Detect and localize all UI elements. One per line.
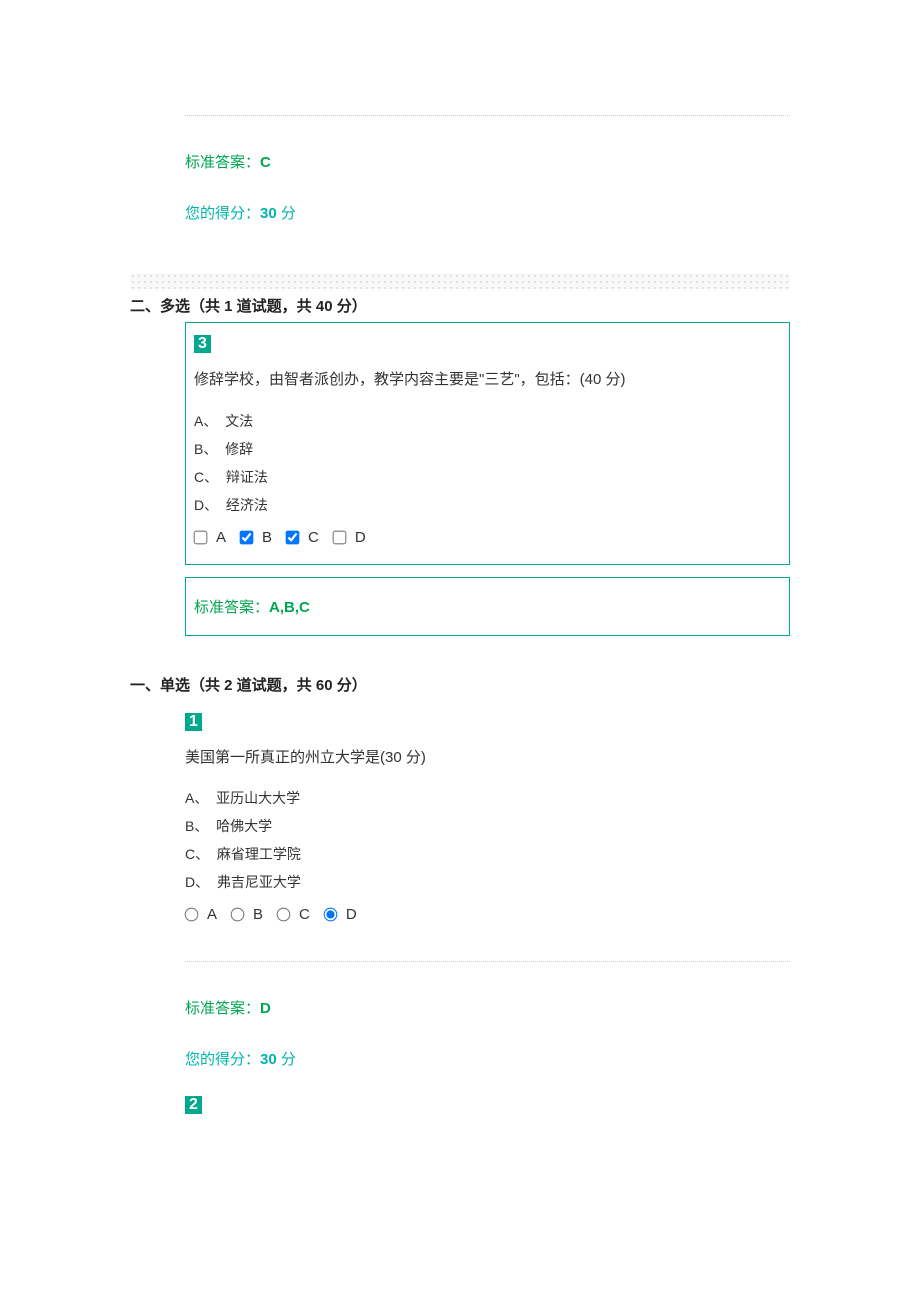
score-block-q1: 您的得分：30 分 — [185, 1033, 790, 1084]
option-b: B、 哈佛大学 — [185, 816, 790, 836]
answer-label: 标准答案： — [185, 154, 260, 171]
section-title-single: 一、单选（共 2 道试题，共 60 分） — [130, 668, 790, 701]
question-text: 修辞学校，由智者派创办，教学内容主要是"三艺"，包括：(40 分) — [194, 367, 781, 393]
answer-label: 标准答案： — [194, 599, 269, 616]
option-c: C、 麻省理工学院 — [185, 844, 790, 864]
answer-value: D — [260, 1000, 271, 1017]
score-unit: 分 — [277, 1051, 296, 1068]
choice-row: A B C D — [185, 906, 790, 923]
radio-label-b: B — [253, 906, 263, 923]
question-number: 3 — [194, 335, 211, 353]
checkbox-label-c: C — [308, 529, 319, 546]
question-3-container: 3 修辞学校，由智者派创办，教学内容主要是"三艺"，包括：(40 分) A、 文… — [185, 322, 790, 565]
radio-d[interactable] — [324, 908, 338, 922]
answer-block-q3: 标准答案：A,B,C — [185, 577, 790, 636]
checkbox-label-b: B — [262, 529, 272, 546]
option-a: A、 亚历山大大学 — [185, 788, 790, 808]
option-b: B、 修辞 — [194, 439, 781, 459]
score-label: 您的得分： — [185, 1051, 260, 1068]
answer-label: 标准答案： — [185, 1000, 260, 1017]
checkbox-b[interactable] — [240, 530, 254, 544]
separator — [185, 115, 790, 116]
score-value: 30 — [260, 1051, 277, 1068]
score-unit: 分 — [277, 205, 296, 222]
score-value: 30 — [260, 205, 277, 222]
score-label: 您的得分： — [185, 205, 260, 222]
question-1-container: 1 美国第一所真正的州立大学是(30 分) A、 亚历山大大学 B、 哈佛大学 … — [185, 701, 790, 942]
answer-block: 标准答案：C — [185, 136, 790, 187]
radio-label-c: C — [299, 906, 310, 923]
radio-label-a: A — [207, 906, 217, 923]
section-header-pattern — [130, 273, 790, 289]
answer-value: A,B,C — [269, 599, 310, 616]
radio-b[interactable] — [231, 908, 245, 922]
separator — [185, 961, 790, 962]
option-d: D、 经济法 — [194, 495, 781, 515]
checkbox-d[interactable] — [333, 530, 347, 544]
radio-c[interactable] — [277, 908, 291, 922]
score-block: 您的得分：30 分 — [185, 187, 790, 238]
checkbox-label-a: A — [216, 529, 226, 546]
checkbox-label-d: D — [355, 529, 366, 546]
section-title-multiselect: 二、多选（共 1 道试题，共 40 分） — [130, 289, 790, 322]
choice-row: A B C D — [194, 529, 781, 546]
answer-block-q1: 标准答案：D — [185, 982, 790, 1033]
checkbox-c[interactable] — [286, 530, 300, 544]
checkbox-a[interactable] — [194, 530, 208, 544]
option-d: D、 弗吉尼亚大学 — [185, 872, 790, 892]
question-2-container: 2 — [185, 1084, 790, 1168]
question-number: 2 — [185, 1096, 202, 1114]
option-a: A、 文法 — [194, 411, 781, 431]
answer-value: C — [260, 154, 271, 171]
question-text: 美国第一所真正的州立大学是(30 分) — [185, 745, 790, 771]
radio-a[interactable] — [185, 908, 199, 922]
option-c: C、 辩证法 — [194, 467, 781, 487]
radio-label-d: D — [346, 906, 357, 923]
question-number: 1 — [185, 713, 202, 731]
